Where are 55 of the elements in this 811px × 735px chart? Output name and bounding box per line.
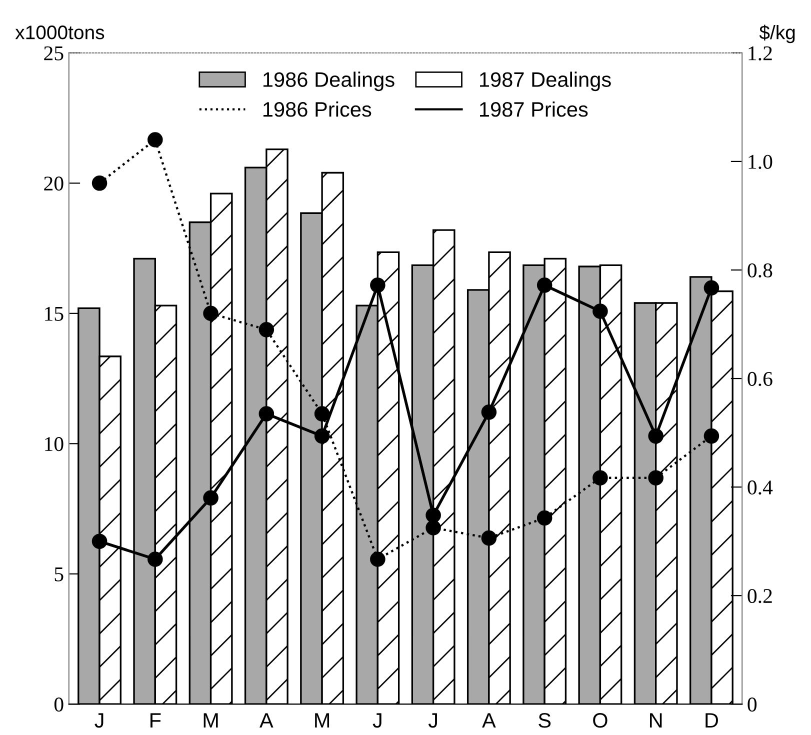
x-tick-label: J xyxy=(94,713,104,728)
point xyxy=(536,510,552,526)
point xyxy=(704,280,720,296)
y2-tick-label: 0.2 xyxy=(748,588,772,604)
point xyxy=(648,428,664,444)
point xyxy=(704,428,720,444)
legend-label: 1987 Prices xyxy=(480,102,588,117)
point xyxy=(203,306,218,322)
point xyxy=(481,530,497,546)
legend-label: 1986 Dealings xyxy=(263,72,394,92)
x-tick-label: A xyxy=(482,713,496,728)
point xyxy=(481,404,497,420)
x-tick-label: D xyxy=(706,713,718,728)
x-tick-label: O xyxy=(593,713,608,728)
point xyxy=(148,552,163,567)
x-tick-label: F xyxy=(150,713,161,728)
legend-label: 1986 Prices xyxy=(263,102,372,117)
y2-tick-label: 0.4 xyxy=(748,480,773,495)
x-tick-label: J xyxy=(372,713,382,728)
y2-tick-label: 0 xyxy=(748,698,757,712)
x-tick-label: N xyxy=(650,713,662,728)
y-tick-label: 0 xyxy=(54,698,64,712)
x-tick-label: M xyxy=(315,713,330,728)
y2-tick-label: 0.6 xyxy=(748,372,772,386)
point xyxy=(203,490,218,506)
point xyxy=(258,406,274,422)
x-tick-label: J xyxy=(428,713,437,728)
y-tick-label: 25 xyxy=(44,46,64,60)
point xyxy=(148,132,163,148)
y-tick-label: 10 xyxy=(45,437,64,452)
point xyxy=(592,304,608,319)
point xyxy=(370,278,386,293)
y2-tick-label: 0.8 xyxy=(748,263,772,278)
point xyxy=(426,520,441,536)
y-axis-title: x1000tons xyxy=(15,26,104,40)
y2-tick-label: 1.2 xyxy=(748,46,772,60)
x-tick-label: S xyxy=(538,713,551,728)
point xyxy=(314,406,330,422)
y-tick-label: 20 xyxy=(44,176,64,191)
point xyxy=(314,428,330,444)
x-tick-label: M xyxy=(204,713,218,728)
point xyxy=(592,470,608,486)
point xyxy=(92,176,108,191)
point xyxy=(426,508,441,523)
y2-axis-title: $/kg xyxy=(759,24,795,44)
point xyxy=(536,278,552,293)
point xyxy=(258,322,274,338)
x-tick-label: A xyxy=(260,713,274,728)
y2-tick-label: 1.0 xyxy=(748,154,772,169)
point xyxy=(370,552,386,567)
point xyxy=(648,470,664,486)
y-tick-label: 15 xyxy=(45,306,64,321)
y-tick-label: 5 xyxy=(54,567,64,582)
point xyxy=(92,534,108,549)
legend-label: 1987 Dealings xyxy=(480,72,611,92)
